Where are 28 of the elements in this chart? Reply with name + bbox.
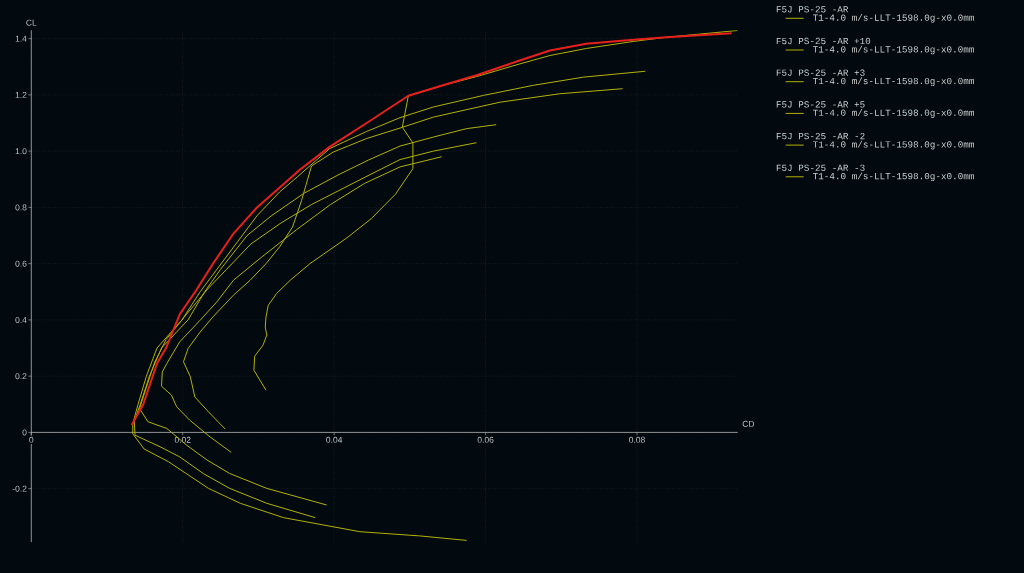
y-tick-label: 1.0 xyxy=(15,148,27,155)
x-tick-label: 0 xyxy=(29,436,34,443)
y-tick-label: 0.2 xyxy=(15,373,27,380)
text: T1-4.0 m/s-LLT-1598.0g-x0.0mm xyxy=(812,77,974,87)
y-tick-label: 0.8 xyxy=(15,204,27,211)
y-tick-label: 1.4 xyxy=(15,35,27,42)
y-tick-label: 0.4 xyxy=(15,316,27,323)
y-tick-label: 0.6 xyxy=(15,260,27,267)
text: F5J PS-25 -AR -3 xyxy=(776,164,865,171)
text: T1-4.0 m/s-LLT-1598.0g-x0.0mm xyxy=(812,13,974,23)
text: T1-4.0 m/s-LLT-1598.0g-x0.0mm xyxy=(812,140,974,150)
line-series xyxy=(130,32,733,427)
text: F5J PS-25 -AR +3 xyxy=(776,69,865,76)
text: F5J PS-25 -AR +10 xyxy=(776,37,871,45)
text: F5J PS-25 -AR xyxy=(776,6,849,13)
x-axis-title: CD xyxy=(742,420,755,427)
text: F5J PS-25 -AR +5 xyxy=(776,101,865,108)
x-tick-label: 0.08 xyxy=(629,436,645,443)
y-axis-title: CL xyxy=(26,19,37,26)
y-tick-label: 0 xyxy=(22,429,27,436)
text: T1-4.0 m/s-LLT-1598.0g-x0.0mm xyxy=(812,109,974,118)
x-tick-label: 0.06 xyxy=(477,436,494,443)
y-tick-label: -0.2 xyxy=(12,485,27,492)
y-tick-label: 1.2 xyxy=(15,91,27,98)
text: F5J PS-25 -AR -2 xyxy=(776,132,865,140)
text: T1-4.0 m/s-LLT-1598.0g-x0.0mm xyxy=(812,45,974,55)
text: T1-4.0 m/s-LLT-1598.0g-x0.0mm xyxy=(812,172,974,182)
x-tick-label: 0.04 xyxy=(326,436,343,443)
